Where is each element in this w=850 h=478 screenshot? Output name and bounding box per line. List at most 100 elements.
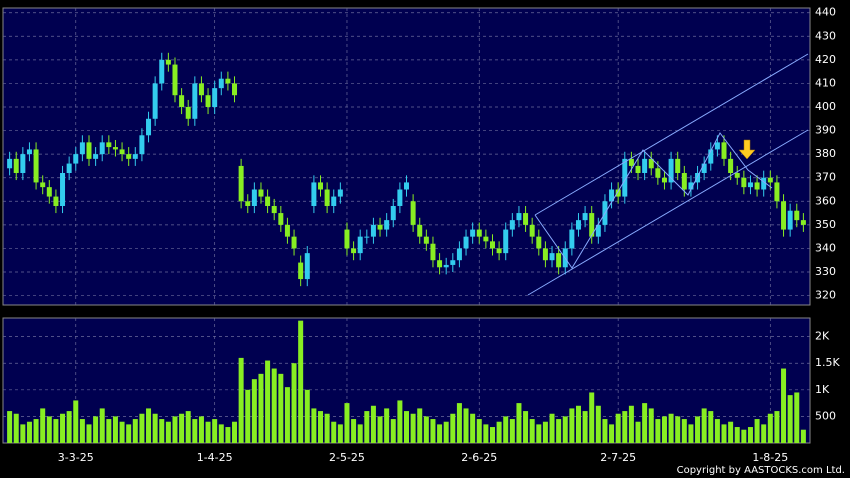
volume-bar xyxy=(318,411,324,443)
candle-body xyxy=(489,241,495,249)
candle-body xyxy=(708,149,714,164)
channel-lower xyxy=(527,129,809,296)
candle-body xyxy=(747,182,753,188)
candle-body xyxy=(46,187,52,197)
candle-body xyxy=(430,243,436,261)
candle-body xyxy=(397,189,403,206)
arrow-marker xyxy=(738,139,756,160)
volume-bar xyxy=(397,400,403,443)
candle-body xyxy=(331,196,337,206)
channel-upper xyxy=(534,53,809,216)
volume-bar xyxy=(337,424,343,443)
candle-body xyxy=(668,158,674,183)
volume-bar xyxy=(159,419,165,443)
volume-bar xyxy=(542,421,548,443)
volume-bar xyxy=(60,413,66,443)
candle-body xyxy=(152,83,158,119)
candle-body xyxy=(159,59,165,84)
candle-body xyxy=(232,83,238,96)
candle-body xyxy=(344,229,350,249)
candle-body xyxy=(754,182,760,190)
candle-body xyxy=(179,95,185,107)
volume-bar xyxy=(496,421,502,443)
candle-body xyxy=(212,88,218,107)
volume-bar xyxy=(562,416,568,443)
candle-body xyxy=(377,224,383,230)
volume-bar xyxy=(66,411,72,443)
price-panel xyxy=(2,7,811,306)
candle-body xyxy=(509,220,515,230)
volume-bar xyxy=(53,419,59,443)
volume-bar xyxy=(86,424,92,443)
candle-body xyxy=(774,182,780,202)
x-tick-label: 3-3-25 xyxy=(58,451,94,464)
volume-bar xyxy=(476,419,482,443)
copyright: Copyright by AASTOCKS.com Ltd. xyxy=(677,465,845,476)
volume-bar xyxy=(198,416,204,443)
candle-body xyxy=(741,177,747,188)
candle-body xyxy=(714,142,720,150)
volume-bar xyxy=(661,416,667,443)
candle-body xyxy=(728,158,734,173)
volume-bar xyxy=(311,408,317,443)
volume-bar xyxy=(701,408,707,443)
candle-body xyxy=(205,95,211,107)
candle-body xyxy=(423,236,429,244)
candle-body xyxy=(265,196,271,206)
candle-body xyxy=(516,213,522,221)
volume-bar xyxy=(575,405,581,443)
candle-body xyxy=(456,248,462,261)
candle-body xyxy=(450,260,456,265)
volume-bar xyxy=(205,421,211,443)
volume-bar xyxy=(430,419,436,443)
candle-body xyxy=(73,154,79,164)
volume-bar xyxy=(33,419,39,443)
candle-body xyxy=(13,158,19,173)
candle-body xyxy=(556,253,562,268)
volume-tick-label: 1.5K xyxy=(815,356,840,369)
volume-bar xyxy=(529,419,535,443)
volume-bar xyxy=(747,427,753,443)
candle-body xyxy=(681,173,687,190)
y-tick-label: 390 xyxy=(815,124,836,137)
candle-body xyxy=(800,220,806,225)
candle-body xyxy=(496,248,502,254)
candle-body xyxy=(225,78,231,84)
candle-body xyxy=(483,236,489,242)
candle-body xyxy=(404,182,409,190)
volume-bar xyxy=(265,360,271,443)
candle-body xyxy=(185,107,191,119)
candle-body xyxy=(642,158,648,173)
candle-body xyxy=(575,220,581,230)
candle-body xyxy=(271,206,277,214)
candle-body xyxy=(549,253,555,261)
volume-bar xyxy=(741,429,747,443)
volume-bar xyxy=(377,416,383,443)
volume-bar xyxy=(13,413,19,443)
candle-body xyxy=(661,177,667,183)
candle-body xyxy=(523,213,529,225)
volume-tick-label: 2K xyxy=(815,330,830,343)
candle-body xyxy=(60,173,66,206)
candle-body xyxy=(582,213,588,221)
candle-body xyxy=(311,182,317,206)
volume-bar xyxy=(245,389,251,443)
candle-body xyxy=(198,83,204,96)
volume-bar xyxy=(489,427,495,443)
volume-bar xyxy=(79,419,85,443)
grid: 320 330 340 350 360 370 380 390 400 410 420 430 440 5… xyxy=(3,6,840,464)
candle-body xyxy=(635,165,641,173)
volume-bar xyxy=(549,413,555,443)
candle-body xyxy=(470,229,476,237)
volume-tick-label: 1K xyxy=(815,383,830,396)
candle-body xyxy=(655,168,661,178)
volume-bar xyxy=(298,320,304,443)
volume-bar xyxy=(635,421,641,443)
x-tick-label: 1-8-25 xyxy=(752,451,788,464)
candle-body xyxy=(463,236,469,249)
candle-body xyxy=(767,177,773,183)
candle-body xyxy=(192,83,198,119)
volume-bar xyxy=(714,419,720,443)
volume-bar xyxy=(370,405,376,443)
